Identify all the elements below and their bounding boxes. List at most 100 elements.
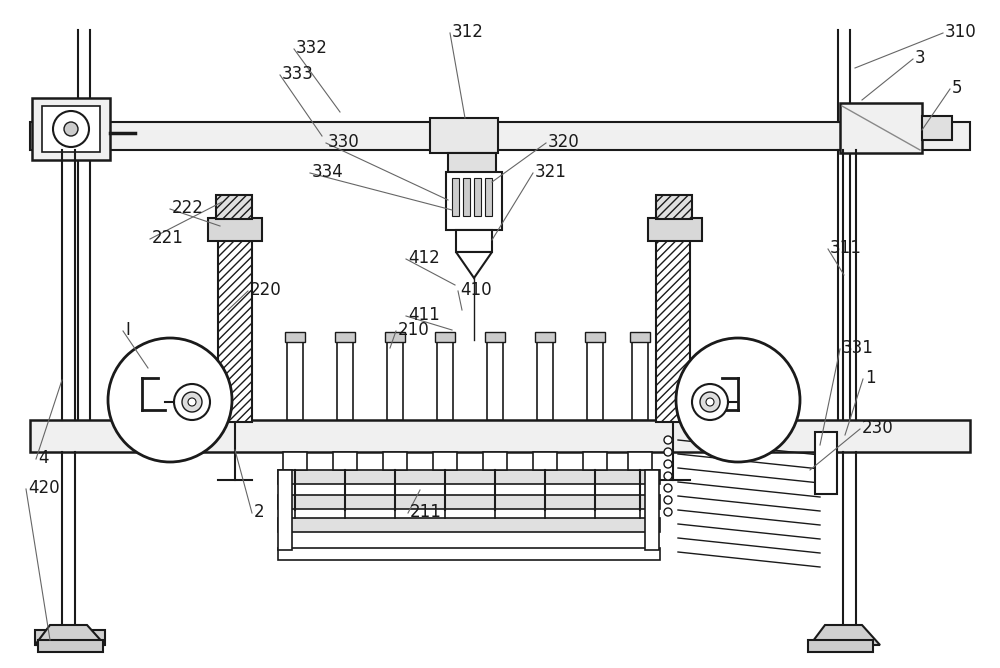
Bar [435, 332, 455, 342]
Bar [587, 340, 603, 420]
Text: 312: 312 [452, 23, 484, 41]
Bar [387, 340, 403, 420]
Text: 310: 310 [945, 23, 977, 41]
Text: 2: 2 [254, 503, 265, 521]
Bar [628, 452, 652, 470]
Bar [30, 420, 970, 452]
Text: 311: 311 [830, 239, 862, 257]
Text: 331: 331 [842, 339, 874, 357]
Text: 332: 332 [296, 39, 328, 57]
Bar [287, 340, 303, 420]
Text: 3: 3 [915, 49, 926, 67]
Text: 320: 320 [548, 133, 580, 151]
Bar [483, 452, 507, 470]
Bar [278, 470, 660, 484]
Bar [437, 340, 453, 420]
Text: 411: 411 [408, 306, 440, 324]
Circle shape [664, 496, 672, 504]
Text: 5: 5 [952, 79, 962, 97]
Bar [430, 118, 498, 153]
Bar [278, 518, 660, 532]
Circle shape [174, 384, 210, 420]
Text: 4: 4 [38, 449, 49, 467]
Circle shape [664, 436, 672, 444]
Text: I: I [125, 321, 130, 339]
Bar [537, 340, 553, 420]
Text: 412: 412 [408, 249, 440, 267]
Circle shape [664, 484, 672, 492]
Text: 420: 420 [28, 479, 60, 497]
Bar [216, 195, 252, 219]
Circle shape [664, 460, 672, 468]
Bar [335, 332, 355, 342]
Bar [922, 116, 952, 140]
Text: 1: 1 [865, 369, 876, 387]
Circle shape [108, 338, 232, 462]
Bar [208, 218, 262, 241]
Bar [218, 240, 252, 422]
Bar [485, 178, 492, 216]
Bar [278, 470, 292, 550]
Text: 334: 334 [312, 163, 344, 181]
Bar [452, 178, 459, 216]
Bar [487, 340, 503, 420]
Bar [283, 452, 307, 470]
Circle shape [692, 384, 728, 420]
Text: 221: 221 [152, 229, 184, 247]
Bar [433, 452, 457, 470]
Text: 321: 321 [535, 163, 567, 181]
Bar [383, 452, 407, 470]
Bar [385, 332, 405, 342]
Bar [30, 122, 970, 150]
Bar [474, 178, 481, 216]
Text: 230: 230 [862, 419, 894, 437]
Bar [278, 548, 660, 560]
Polygon shape [810, 625, 880, 645]
Bar [632, 340, 648, 420]
Text: 330: 330 [328, 133, 360, 151]
Bar [278, 495, 660, 509]
Bar [333, 452, 357, 470]
Circle shape [188, 398, 196, 406]
Bar [808, 640, 873, 652]
Polygon shape [456, 252, 492, 278]
Bar [337, 340, 353, 420]
Circle shape [664, 508, 672, 516]
Bar [35, 630, 105, 645]
Bar [456, 230, 492, 252]
Bar [656, 240, 690, 422]
Circle shape [182, 392, 202, 412]
Circle shape [64, 122, 78, 136]
Bar [815, 432, 837, 494]
Text: 222: 222 [172, 199, 204, 217]
Bar [446, 172, 502, 230]
Bar [585, 332, 605, 342]
Bar [32, 98, 110, 160]
Bar [656, 195, 692, 219]
Bar [533, 452, 557, 470]
Text: 210: 210 [398, 321, 430, 339]
Bar [448, 153, 496, 173]
Bar [485, 332, 505, 342]
Text: 220: 220 [250, 281, 282, 299]
Bar [648, 218, 702, 241]
Polygon shape [35, 625, 105, 645]
Circle shape [53, 111, 89, 147]
Bar [38, 640, 103, 652]
Circle shape [664, 472, 672, 480]
Text: 211: 211 [410, 503, 442, 521]
Circle shape [706, 398, 714, 406]
Bar [840, 103, 922, 153]
Bar [285, 332, 305, 342]
Bar [535, 332, 555, 342]
Bar [645, 470, 659, 550]
Bar [42, 106, 100, 152]
Bar [630, 332, 650, 342]
Circle shape [664, 448, 672, 456]
Text: 410: 410 [460, 281, 492, 299]
Text: 333: 333 [282, 65, 314, 83]
Bar [583, 452, 607, 470]
Circle shape [700, 392, 720, 412]
Circle shape [676, 338, 800, 462]
Bar [463, 178, 470, 216]
